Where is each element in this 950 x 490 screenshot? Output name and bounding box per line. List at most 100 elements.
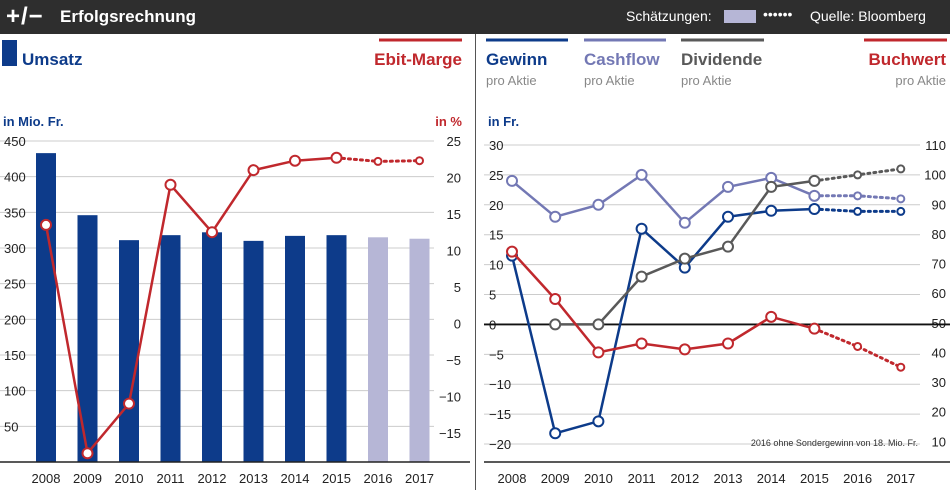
buchwert-point-2014	[765, 310, 778, 323]
page-title: Erfolgsrechnung	[60, 7, 197, 26]
right-tick-label: −15	[439, 426, 461, 441]
left-tick-label: −15	[489, 407, 511, 422]
ebit-line	[44, 156, 337, 457]
buchwert-point-2015	[808, 322, 821, 335]
x-tick-label: 2013	[239, 471, 268, 486]
x-tick-label: 2011	[628, 471, 656, 486]
cashflow-legend-sub: pro Aktie	[584, 73, 635, 88]
gewinn-point-2013	[722, 210, 734, 223]
right-tick-label: 10	[447, 243, 461, 258]
plus-minus-icon: +/−	[6, 3, 44, 30]
umsatz-legend-label: Umsatz	[22, 50, 82, 69]
gewinn-legend-sub: pro Aktie	[486, 73, 537, 88]
right-tick-label: 110	[925, 138, 946, 153]
cashflow-point-2012	[678, 216, 691, 229]
dividende-point-2012	[678, 252, 691, 265]
dividende-point-2015	[808, 174, 821, 187]
right-tick-label: 90	[932, 197, 946, 212]
x-tick-label: 2014	[281, 471, 310, 486]
buchwert-point-2008	[506, 245, 518, 258]
left-tick-label: 150	[4, 348, 26, 363]
buchwert-point-2013	[722, 337, 734, 350]
buchwert-line	[511, 250, 815, 354]
x-tick-label: 2008	[32, 471, 61, 486]
right-tick-label: 15	[447, 207, 461, 222]
x-tick-label: 2016	[364, 471, 393, 486]
ebit-point-2012	[206, 226, 218, 239]
right-tick-label: −10	[439, 389, 461, 404]
left-tick-label: −10	[489, 377, 511, 392]
left-tick-label: 10	[489, 258, 503, 273]
x-tick-label: 2016	[843, 471, 872, 486]
estimate-swatch	[724, 10, 756, 23]
estimates-label: Schätzungen:	[626, 8, 712, 24]
right-axis-title: in %	[435, 114, 462, 129]
cashflow-point-2016	[853, 191, 863, 201]
right-tick-label: 60	[932, 286, 946, 301]
cashflow-legend-label: Cashflow	[584, 50, 660, 69]
dividende-point-2014	[765, 180, 778, 193]
right-tick-label: 40	[932, 345, 946, 360]
panel-divider	[475, 34, 476, 490]
x-tick-label: 2017	[886, 471, 915, 486]
left-tick-label: 25	[489, 168, 503, 183]
gewinn-point-2014	[765, 204, 778, 217]
x-tick-label: 2009	[541, 471, 570, 486]
umsatz-bar-2012	[202, 232, 222, 462]
cashflow-point-2009	[549, 210, 562, 223]
x-tick-label: 2010	[584, 471, 613, 486]
right-tick-label: 0	[454, 316, 461, 331]
left-axis-title: in Mio. Fr.	[3, 114, 64, 129]
ebit-point-2016	[373, 156, 383, 166]
x-tick-label: 2015	[322, 471, 351, 486]
x-tick-label: 2014	[757, 471, 786, 486]
ebit-point-2010	[123, 397, 135, 410]
right-tick-label: 20	[932, 405, 946, 420]
left-tick-label: −20	[489, 437, 511, 452]
left-tick-label: 50	[4, 419, 18, 434]
cashflow-point-2008	[506, 174, 518, 187]
gewinn-point-2011	[635, 222, 648, 235]
x-tick-label: 2008	[498, 471, 527, 486]
buchwert-point-2016	[853, 341, 863, 351]
umsatz-bar-2017	[409, 238, 430, 462]
left-tick-label: −5	[489, 347, 504, 362]
ebit-point-2014	[289, 154, 301, 167]
x-tick-label: 2009	[73, 471, 102, 486]
right-tick-label: 25	[447, 134, 461, 149]
x-tick-label: 2017	[405, 471, 434, 486]
ebit-point-2009	[81, 447, 94, 460]
umsatz-bar-2008	[36, 153, 56, 463]
dividende-point-2013	[722, 240, 734, 253]
ebit-point-2011	[164, 178, 177, 191]
left-tick-label: 250	[4, 277, 26, 292]
footnote-annotation: 2016 ohne Sondergewinn von 18. Mio. Fr.	[751, 438, 918, 448]
ebit-point-2015	[330, 151, 343, 164]
umsatz-bar-2011	[160, 235, 181, 462]
gewinn-point-2015	[808, 202, 821, 215]
left-tick-label: 5	[489, 288, 496, 303]
right-tick-label: 50	[932, 316, 946, 331]
left-tick-label: 450	[4, 134, 26, 149]
dividende-legend-sub: pro Aktie	[681, 73, 732, 88]
ebit-point-2017	[415, 156, 424, 166]
buchwert-point-2010	[592, 346, 605, 359]
buchwert-point-2011	[635, 337, 648, 350]
umsatz-bar-2009	[77, 215, 98, 462]
right-tick-label: 10	[932, 434, 946, 449]
umsatz-bar-2013	[243, 240, 264, 462]
umsatz-bar-2014	[285, 235, 305, 462]
cashflow-point-2017	[896, 194, 906, 204]
left-tick-label: 200	[4, 312, 26, 327]
buchwert-point-2009	[549, 293, 562, 306]
gewinn-legend-label: Gewinn	[486, 50, 547, 69]
ebit-legend-label: Ebit-Marge	[374, 50, 462, 69]
left-tick-label: 100	[4, 384, 26, 399]
cashflow-point-2013	[722, 180, 734, 193]
cashflow-point-2015	[808, 189, 821, 202]
umsatz-legend-swatch	[2, 40, 17, 66]
cashflow-point-2011	[635, 168, 648, 181]
dividende-legend-label: Dividende	[681, 50, 762, 69]
right-tick-label: 80	[932, 227, 946, 242]
dividende-point-2009	[549, 318, 562, 331]
